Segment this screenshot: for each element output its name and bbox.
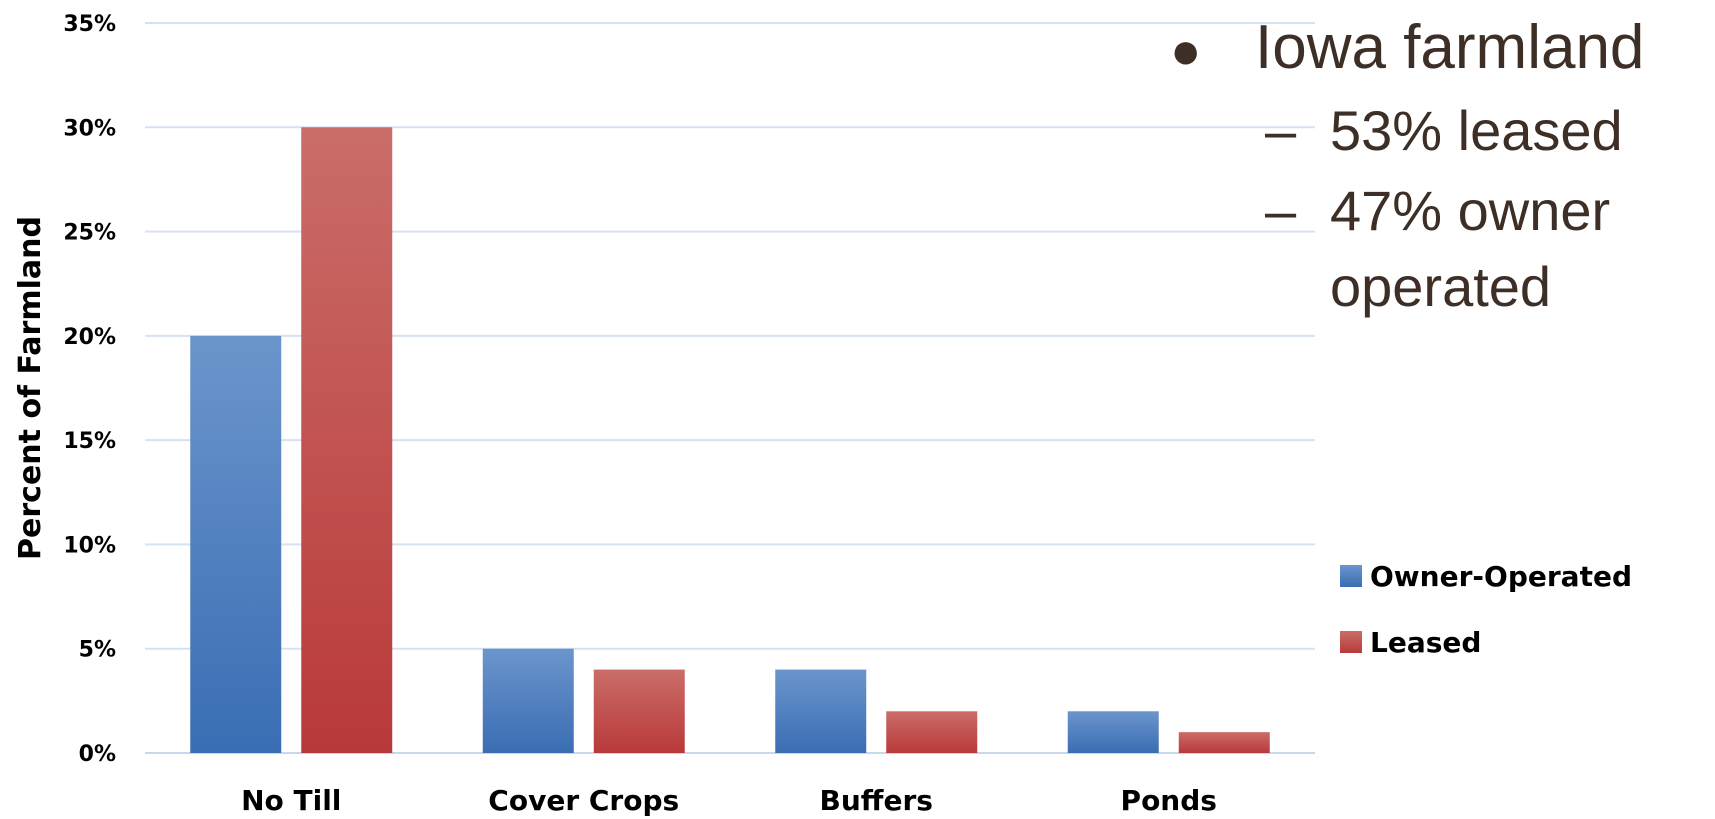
- sub-bullet-text: 47% owner operated: [1330, 179, 1611, 318]
- legend-label-leased: Leased: [1370, 625, 1482, 659]
- x-axis-labels: No Till Cover Crops Buffers Ponds: [241, 784, 1217, 817]
- bar-leased: [886, 711, 978, 753]
- y-tick-label: 35%: [63, 12, 116, 37]
- bar-owner-operated: [1067, 711, 1159, 753]
- y-tick-label: 20%: [63, 325, 116, 350]
- y-axis-label: Percent of Farmland: [13, 216, 48, 560]
- sub-bullet-item: – 53% leased: [1265, 93, 1660, 169]
- y-tick-label: 10%: [63, 533, 116, 558]
- legend-swatch-owner: [1340, 565, 1362, 587]
- y-tick-label: 15%: [63, 429, 116, 454]
- y-tick-label: 0%: [79, 742, 116, 767]
- y-tick-label: 5%: [79, 638, 116, 663]
- sub-bullet-item: – 47% owner operated: [1265, 173, 1660, 325]
- bullet-dot-icon: ●: [1170, 22, 1202, 80]
- x-tick-label: No Till: [241, 784, 341, 817]
- bar-owner-operated: [775, 669, 867, 753]
- dash-icon: –: [1265, 99, 1297, 162]
- bar-owner-operated: [190, 335, 282, 753]
- legend-item-leased: Leased: [1340, 624, 1632, 660]
- bar-leased: [1178, 732, 1270, 753]
- y-tick-label: 30%: [63, 116, 116, 141]
- notes-panel: ● Iowa farmland – 53% leased – 47% owner…: [1160, 10, 1660, 325]
- bar-leased: [593, 669, 685, 753]
- legend-item-owner-operated: Owner-Operated: [1340, 558, 1632, 594]
- legend-swatch-leased: [1340, 631, 1362, 653]
- legend-label-owner: Owner-Operated: [1370, 559, 1632, 593]
- y-tick-label: 25%: [63, 221, 116, 246]
- bullet-item: ● Iowa farmland: [1160, 10, 1660, 89]
- x-tick-label: Buffers: [820, 784, 933, 817]
- y-axis-ticks: 0% 5% 10% 15% 20% 25% 30% 35%: [63, 12, 116, 767]
- bullet-text: Iowa farmland: [1255, 13, 1645, 82]
- legend: Owner-Operated Leased: [1340, 558, 1632, 690]
- dash-icon: –: [1265, 179, 1297, 242]
- bar-owner-operated: [482, 648, 574, 753]
- x-tick-label: Cover Crops: [488, 784, 679, 817]
- bars: [190, 127, 1270, 754]
- bar-leased: [301, 127, 393, 754]
- x-tick-label: Ponds: [1121, 784, 1217, 817]
- sub-bullet-text: 53% leased: [1330, 99, 1623, 162]
